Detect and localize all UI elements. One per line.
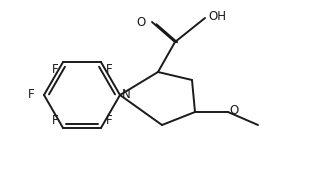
Text: O: O bbox=[229, 105, 238, 117]
Text: F: F bbox=[52, 114, 58, 127]
Text: OH: OH bbox=[208, 11, 226, 23]
Text: F: F bbox=[106, 114, 112, 127]
Text: O: O bbox=[137, 16, 146, 28]
Text: N: N bbox=[122, 88, 131, 102]
Text: F: F bbox=[52, 63, 58, 76]
Text: F: F bbox=[28, 88, 34, 102]
Text: F: F bbox=[106, 63, 112, 76]
